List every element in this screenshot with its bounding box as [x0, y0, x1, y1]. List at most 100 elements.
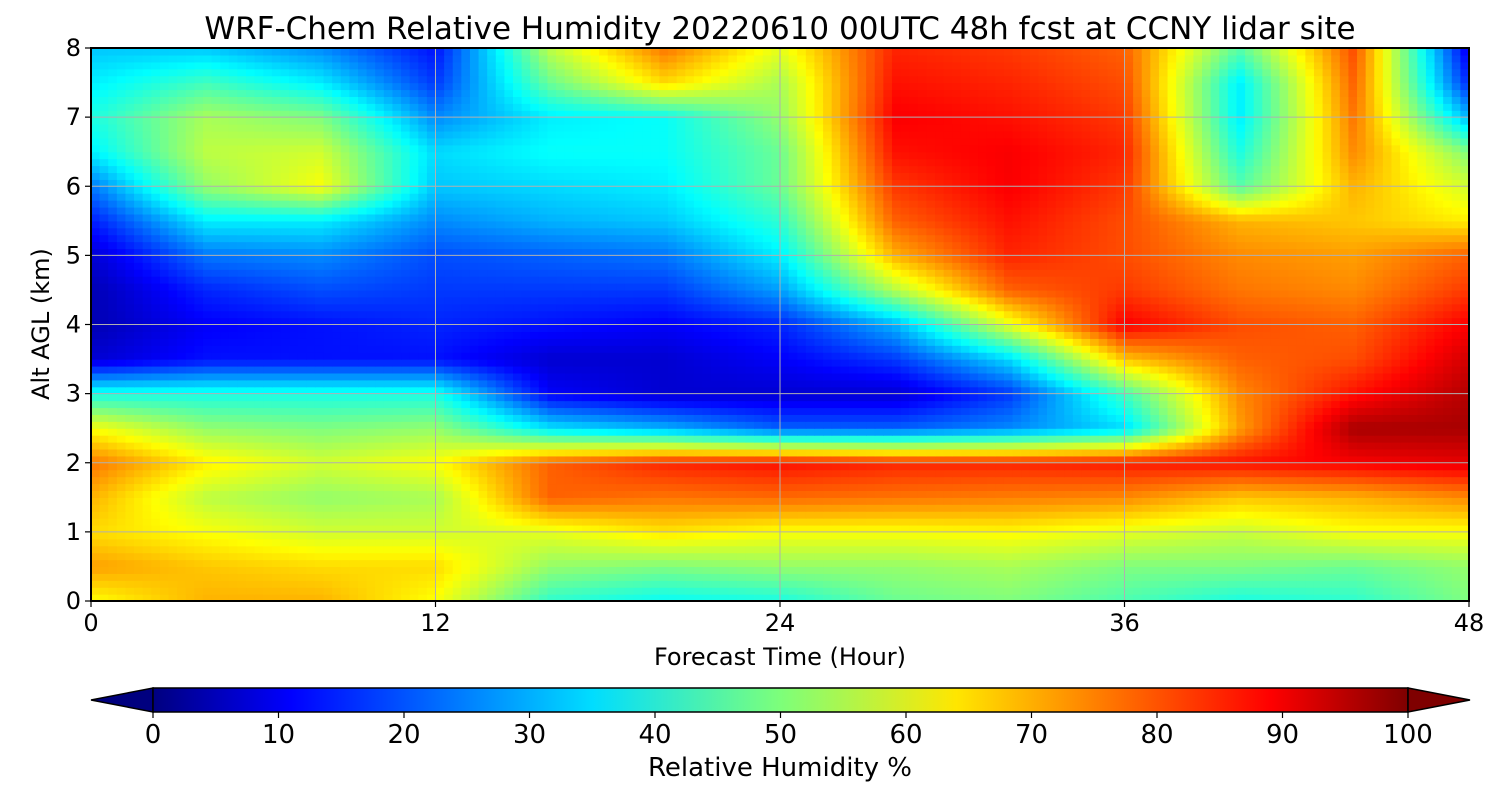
- heatmap-cell: [926, 545, 936, 554]
- heatmap-cell: [91, 524, 101, 533]
- heatmap-cell: [702, 518, 712, 526]
- heatmap-cell: [1090, 524, 1100, 533]
- heatmap-cell: [840, 545, 850, 554]
- heatmap-cell: [1245, 386, 1255, 395]
- heatmap-cell: [91, 462, 101, 471]
- heatmap-cell: [1072, 531, 1083, 540]
- heatmap-cell: [986, 428, 996, 436]
- heatmap-cell: [943, 538, 953, 547]
- heatmap-cell: [909, 407, 919, 415]
- heatmap-cell: [1313, 538, 1324, 547]
- heatmap-cell: [1262, 531, 1272, 540]
- heatmap-cell: [978, 538, 988, 547]
- heatmap-cell: [1227, 469, 1238, 478]
- heatmap-cell: [1012, 518, 1022, 526]
- heatmap-cell: [1425, 462, 1436, 471]
- heatmap-cell: [711, 448, 721, 457]
- heatmap-cell: [659, 428, 669, 436]
- heatmap-cell: [99, 455, 109, 464]
- heatmap-cell: [659, 442, 669, 450]
- heatmap-cell: [1245, 594, 1255, 602]
- heatmap-cell: [564, 580, 574, 588]
- heatmap-cell: [151, 580, 161, 588]
- heatmap-cell: [297, 442, 307, 450]
- heatmap-cell: [1417, 518, 1427, 526]
- heatmap-cell: [1434, 476, 1444, 485]
- heatmap-cell: [581, 518, 592, 526]
- heatmap-cell: [943, 483, 953, 491]
- heatmap-cell: [159, 524, 170, 533]
- heatmap-cell: [1296, 386, 1306, 395]
- heatmap-cell: [702, 566, 712, 574]
- heatmap-cell: [375, 566, 385, 574]
- heatmap-cell: [995, 421, 1005, 429]
- heatmap-cell: [1288, 455, 1298, 464]
- heatmap-cell: [478, 414, 488, 422]
- heatmap-cell: [1064, 538, 1074, 547]
- heatmap-cell: [1339, 407, 1350, 415]
- heatmap-cell: [573, 414, 583, 422]
- heatmap-cell: [1348, 497, 1358, 505]
- heatmap-cell: [728, 393, 738, 402]
- heatmap-cell: [401, 455, 411, 464]
- heatmap-cell: [866, 469, 876, 478]
- heatmap-cell: [650, 421, 661, 429]
- heatmap-cell: [917, 518, 928, 526]
- heatmap-cell: [125, 435, 135, 443]
- heatmap-cell: [745, 504, 755, 512]
- heatmap-cell: [736, 594, 747, 602]
- heatmap-cell: [1167, 497, 1177, 505]
- heatmap-cell: [1374, 483, 1384, 491]
- heatmap-cell: [366, 490, 376, 498]
- heatmap-cell: [461, 524, 471, 533]
- heatmap-cell: [1451, 435, 1461, 443]
- heatmap-cell: [538, 559, 549, 568]
- heatmap-cell: [702, 421, 712, 429]
- heatmap-cell: [237, 580, 247, 588]
- heatmap-cell: [805, 573, 816, 581]
- heatmap-cell: [366, 538, 376, 547]
- heatmap-cell: [848, 462, 859, 471]
- heatmap-cell: [211, 531, 221, 540]
- heatmap-cell: [469, 559, 480, 568]
- heatmap-cell: [254, 504, 264, 512]
- heatmap-cell: [202, 448, 213, 457]
- heatmap-cell: [513, 594, 523, 602]
- heatmap-cell: [960, 580, 971, 588]
- heatmap-cell: [1408, 580, 1418, 588]
- heatmap-cell: [995, 511, 1005, 519]
- heatmap-cell: [271, 552, 282, 561]
- heatmap-cell: [1279, 414, 1289, 422]
- heatmap-cell: [220, 476, 230, 485]
- heatmap-cell: [693, 462, 704, 471]
- heatmap-cell: [1115, 400, 1126, 409]
- heatmap-cell: [1443, 490, 1453, 498]
- heatmap-cell: [581, 545, 592, 554]
- heatmap-cell: [1021, 476, 1031, 485]
- heatmap-cell: [1400, 462, 1410, 471]
- heatmap-cell: [228, 552, 239, 561]
- heatmap-cell: [1072, 462, 1083, 471]
- heatmap-cell: [1253, 414, 1263, 422]
- heatmap-cell: [504, 490, 514, 498]
- heatmap-cell: [771, 545, 781, 554]
- heatmap-cell: [125, 497, 135, 505]
- heatmap-cell: [228, 559, 239, 568]
- heatmap-cell: [624, 462, 635, 471]
- heatmap-cell: [91, 393, 101, 402]
- heatmap-cell: [1184, 428, 1194, 436]
- heatmap-cell: [711, 490, 721, 498]
- heatmap-cell: [177, 379, 187, 388]
- heatmap-cell: [547, 504, 557, 512]
- heatmap-cell: [142, 490, 152, 498]
- heatmap-cell: [495, 594, 505, 602]
- heatmap-cell: [1150, 386, 1160, 395]
- heatmap-cell: [624, 531, 635, 540]
- heatmap-cell: [1124, 538, 1134, 547]
- heatmap-cell: [986, 518, 996, 526]
- heatmap-cell: [780, 511, 790, 519]
- heatmap-cell: [848, 580, 859, 588]
- heatmap-cell: [1098, 587, 1108, 595]
- heatmap-cell: [409, 386, 419, 395]
- heatmap-cell: [1046, 559, 1057, 568]
